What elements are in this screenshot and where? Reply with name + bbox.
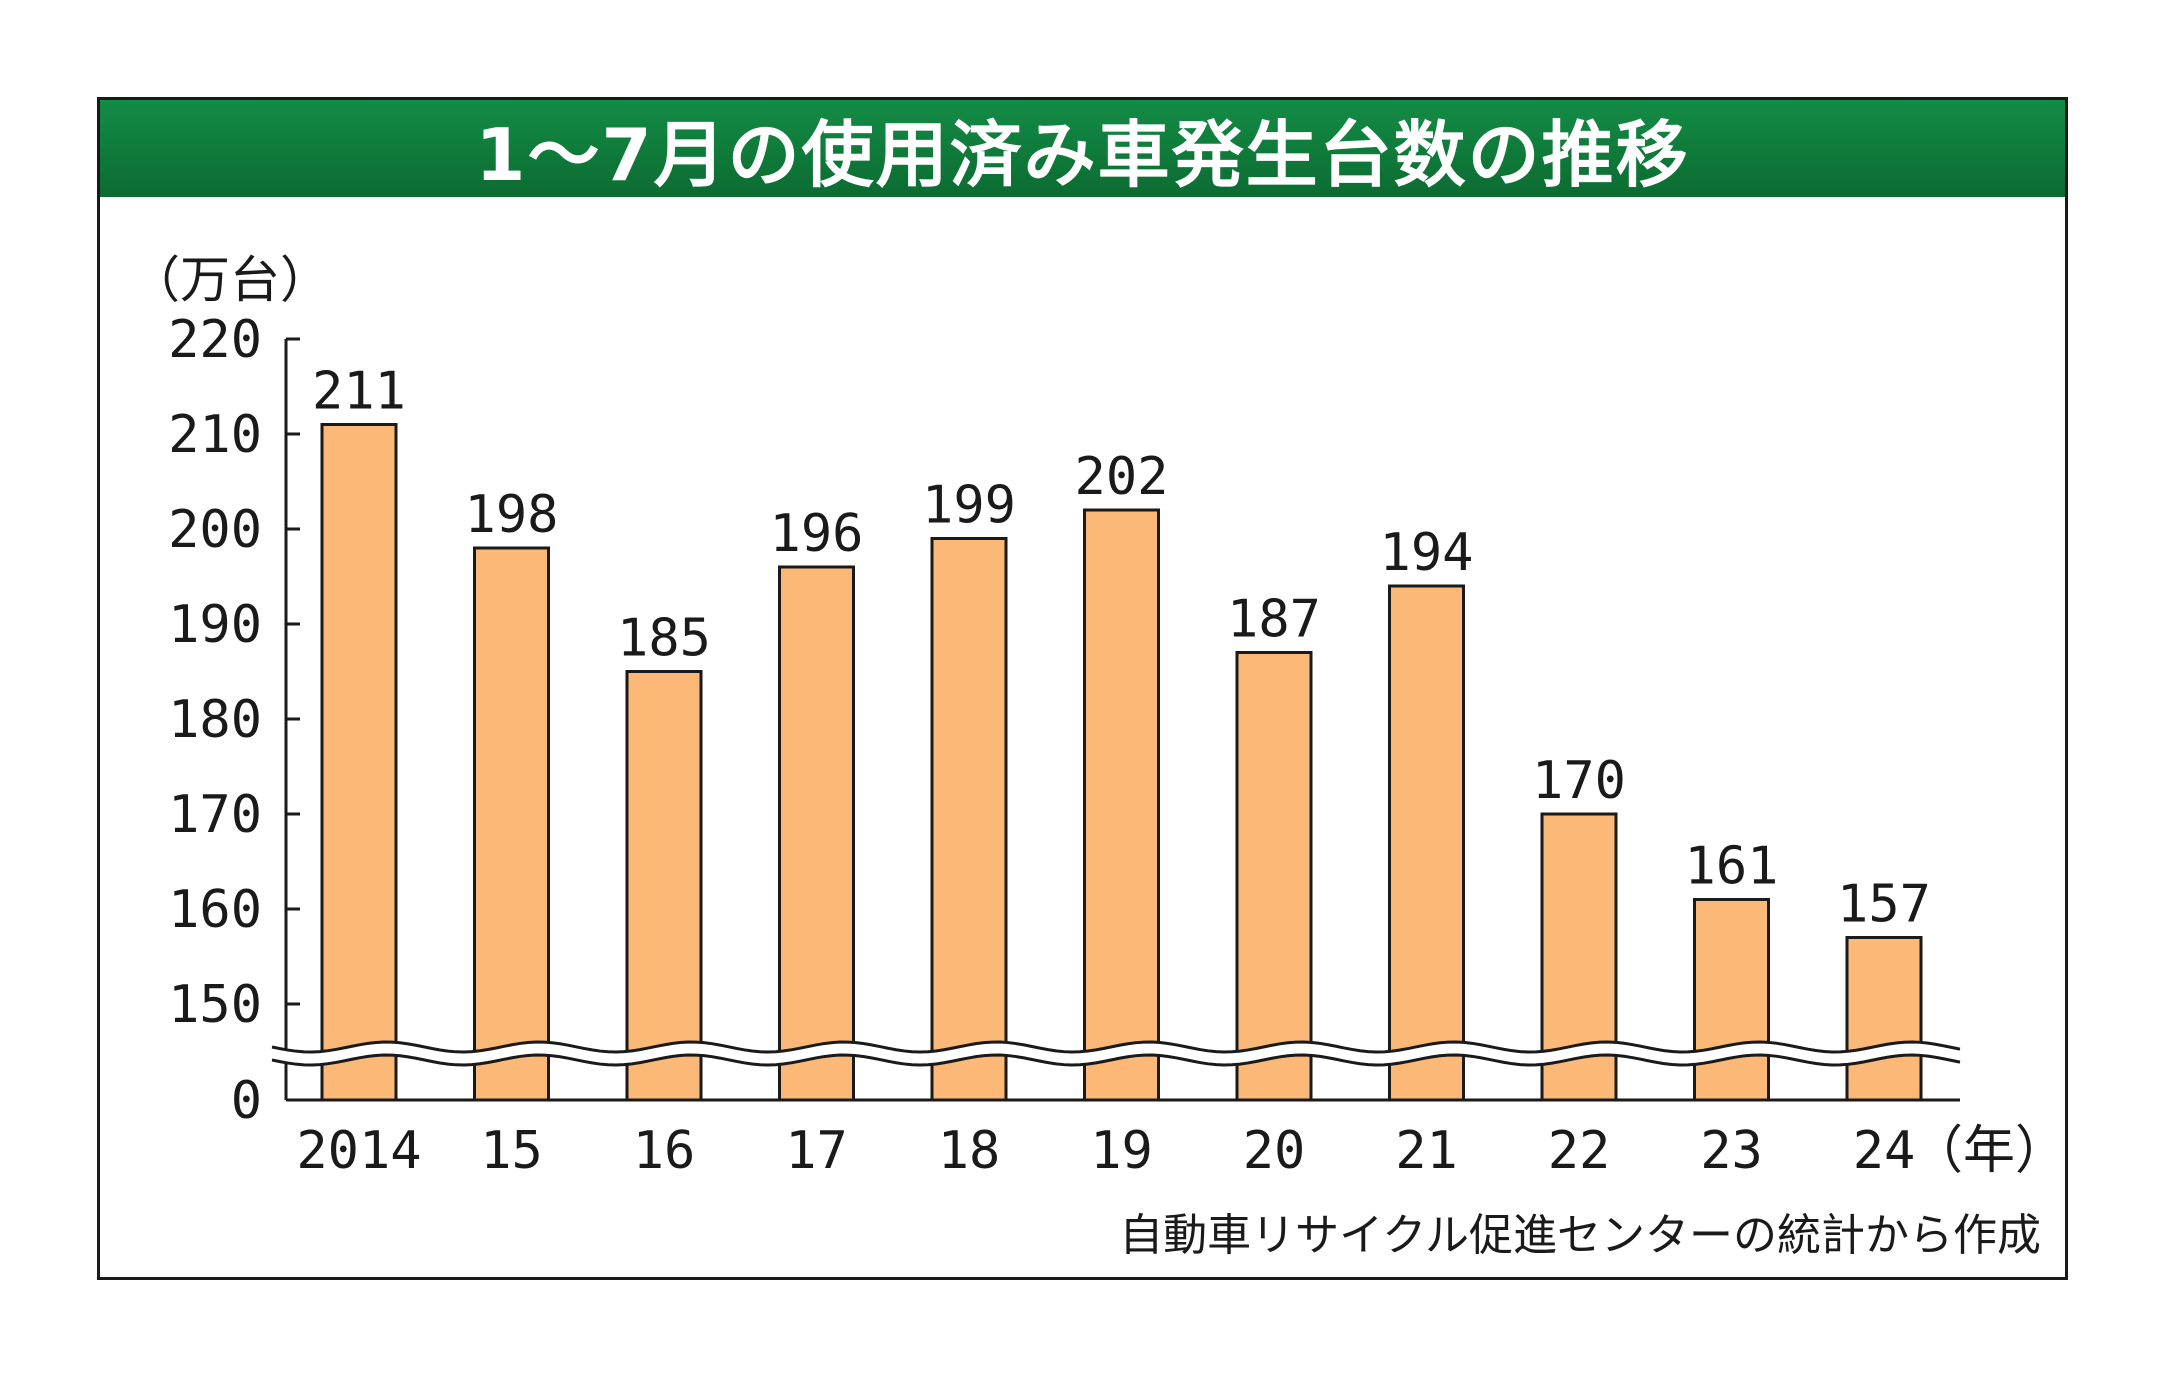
bar	[930, 537, 1008, 1102]
bar-value-label: 211	[312, 362, 406, 422]
x-tick-label: 2014	[296, 1121, 421, 1181]
bar-value-label: 199	[922, 476, 1016, 536]
axis-break-wave-bottom	[271, 1053, 1961, 1067]
axis-break	[271, 1040, 1961, 1067]
y-tick-label: 160	[168, 880, 262, 940]
axis-break-wave-top	[271, 1040, 1961, 1054]
y-axis-unit-label: （万台）	[130, 251, 330, 309]
source-note: 自動車リサイクル促進センターの統計から作成	[1119, 1210, 2041, 1261]
bar-value-label: 194	[1380, 523, 1474, 583]
y-tick-label: 180	[168, 690, 262, 750]
bar-value-label: 198	[465, 485, 559, 545]
chart-frame: 1～7月の使用済み車発生台数の推移 （万台） 自動車リサイクル促進センターの統計…	[97, 97, 2068, 1280]
y-tick-label: 190	[168, 595, 262, 655]
y-tick-label: 170	[168, 785, 262, 845]
bar	[625, 670, 703, 1102]
bar	[473, 546, 550, 1102]
x-tick-label: 19	[1090, 1121, 1153, 1181]
x-tick-label: 18	[938, 1121, 1001, 1181]
bar	[320, 423, 398, 1102]
title-bar: 1～7月の使用済み車発生台数の推移	[100, 100, 2065, 197]
axis-break-band	[272, 1042, 1960, 1065]
x-tick-label: 22	[1548, 1121, 1611, 1181]
bar	[1845, 936, 1923, 1102]
x-tick-label: 17	[785, 1121, 848, 1181]
bar	[778, 565, 855, 1102]
x-tick-label: 16	[633, 1121, 696, 1181]
bar-value-label: 187	[1227, 590, 1321, 650]
bars	[320, 423, 1923, 1102]
y-tick-label: 150	[168, 975, 262, 1035]
y-tick-label: 200	[168, 500, 262, 560]
bar-value-label: 170	[1532, 751, 1626, 811]
data-labels: 211 2014 198 15 185 16 196 17 199 18 202 19 187 20 194…	[296, 362, 1931, 1182]
x-tick-label: 20	[1243, 1121, 1306, 1181]
bar-value-label: 196	[770, 504, 864, 564]
x-tick-label: 24	[1853, 1121, 1916, 1181]
x-tick-label: 21	[1395, 1121, 1458, 1181]
bar-value-label: 157	[1837, 875, 1931, 935]
y-tick-label: 220	[168, 310, 262, 370]
bar-value-label: 161	[1685, 837, 1779, 897]
chart-title: 1～7月の使用済み車発生台数の推移	[475, 113, 1690, 197]
axes: 0 150 160 170 180 190 200 210 220	[168, 310, 1960, 1131]
x-tick-label: 23	[1700, 1121, 1763, 1181]
bar	[1388, 584, 1465, 1102]
bar-value-label: 202	[1075, 447, 1169, 507]
bar	[1083, 508, 1160, 1102]
bar	[1235, 651, 1313, 1102]
bar	[1693, 898, 1770, 1102]
x-tick-label: 15	[480, 1121, 543, 1181]
bar-value-label: 185	[617, 609, 711, 669]
y-tick-label: 0	[231, 1071, 262, 1131]
y-tick-label: 210	[168, 405, 262, 465]
x-axis-unit-label: （年）	[1911, 1121, 2067, 1181]
